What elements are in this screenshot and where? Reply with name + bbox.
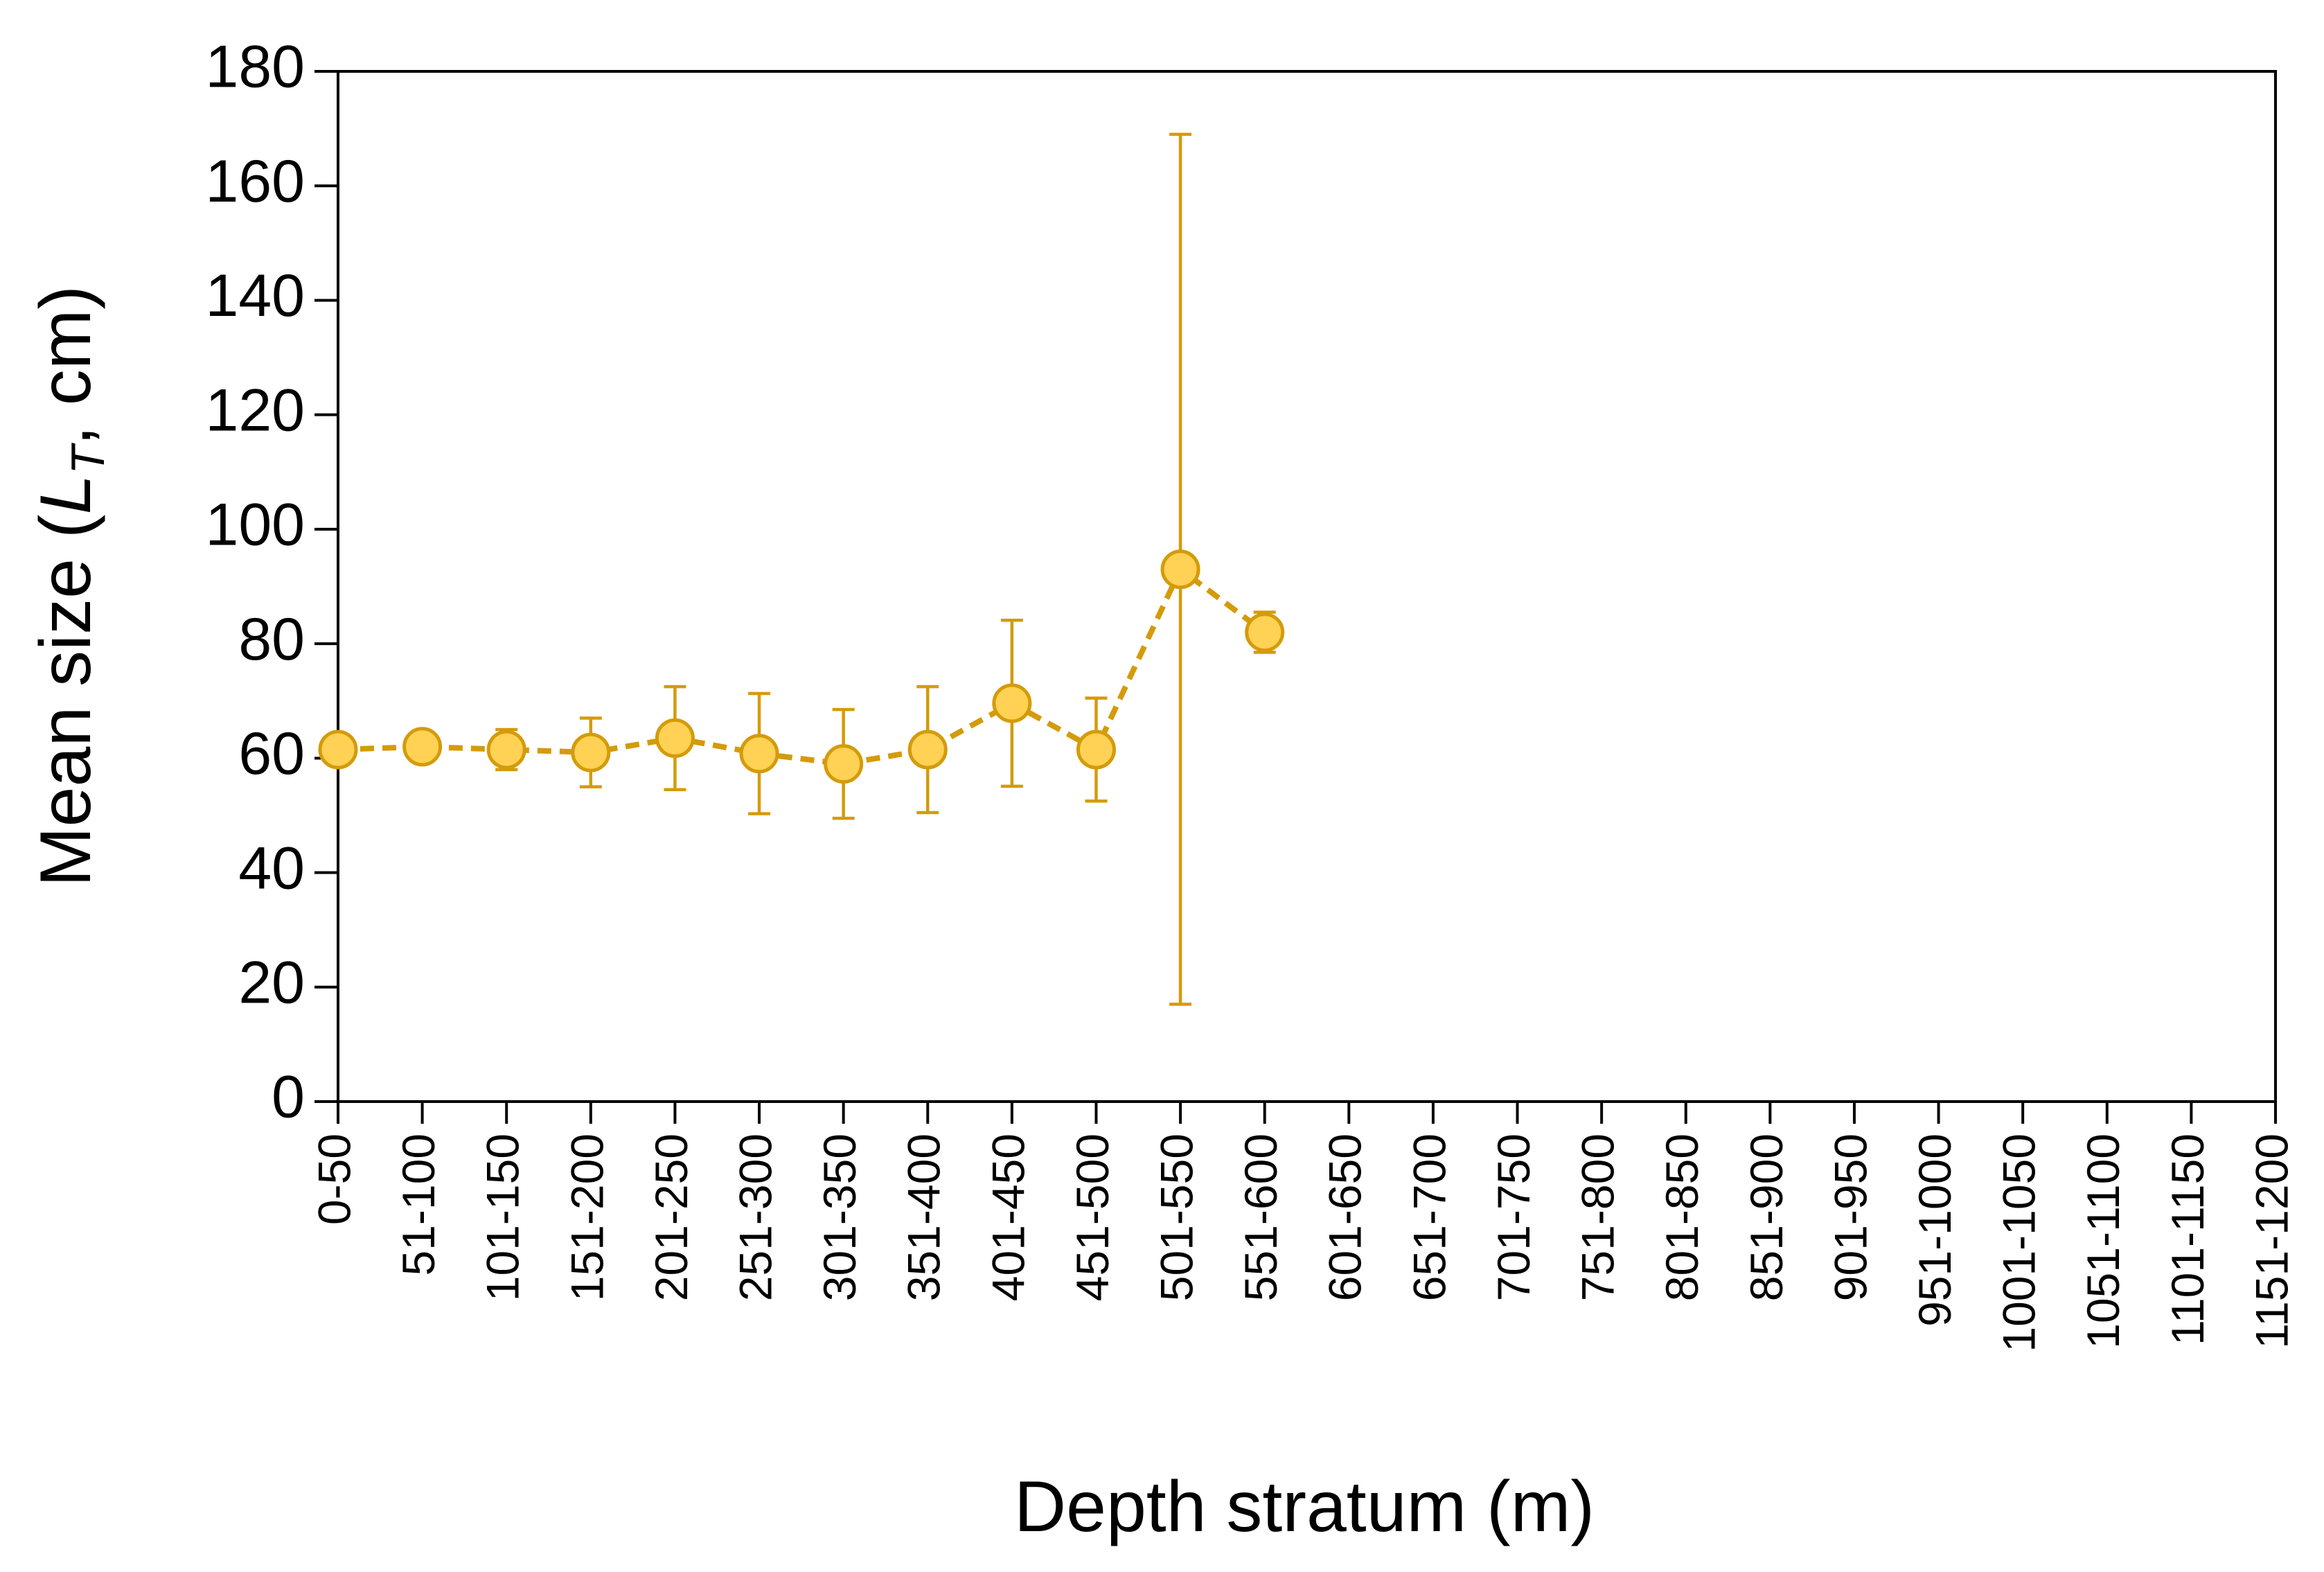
x-tick-label: 951-1000	[1909, 1133, 1960, 1327]
x-tick-label: 401-450	[982, 1133, 1034, 1301]
x-tick-label: 1051-1100	[2077, 1133, 2129, 1349]
y-title-part: T	[62, 443, 114, 475]
marker	[1076, 730, 1116, 770]
x-tick-label: 651-700	[1403, 1133, 1455, 1301]
x-tick-label: 551-600	[1235, 1133, 1286, 1301]
marker	[571, 732, 611, 772]
marker	[1160, 549, 1200, 590]
y-title-part: , cm)	[26, 285, 106, 445]
marker	[907, 730, 948, 770]
y-tick-label: 80	[238, 606, 305, 673]
x-tick-label: 701-750	[1488, 1133, 1539, 1301]
x-tick-label: 351-400	[898, 1133, 950, 1301]
marker	[402, 727, 443, 767]
y-axis-title: Mean size (LT, cm)	[26, 285, 114, 887]
x-tick-label: 1151-1200	[2246, 1133, 2297, 1349]
marker	[739, 734, 779, 774]
x-axis-title: Depth stratum (m)	[1014, 1467, 1595, 1547]
marker	[1245, 612, 1285, 653]
x-tick-label: 801-850	[1656, 1133, 1707, 1301]
marker	[318, 730, 358, 770]
y-tick-label: 40	[238, 835, 305, 901]
x-tick-label: 1001-1050	[1994, 1133, 2045, 1352]
x-tick-label: 151-200	[561, 1133, 612, 1301]
y-title-part: Mean size (	[26, 514, 106, 887]
x-tick-label: 101-150	[477, 1133, 529, 1301]
x-tick-label: 201-250	[646, 1133, 697, 1301]
marker	[992, 683, 1032, 723]
x-tick-label: 751-800	[1572, 1133, 1624, 1301]
marker	[486, 730, 526, 770]
x-tick-label: 901-950	[1825, 1133, 1876, 1301]
series-line	[337, 565, 1267, 767]
y-tick-label: 120	[206, 377, 305, 443]
y-tick-label: 100	[206, 492, 305, 558]
y-tick-label: 160	[206, 148, 305, 215]
x-tick-label: 851-900	[1741, 1133, 1792, 1301]
y-tick-label: 60	[238, 721, 305, 787]
y-tick-label: 20	[238, 949, 305, 1016]
y-tick-label: 140	[206, 263, 305, 329]
x-tick-label: 0-50	[308, 1133, 360, 1225]
x-tick-label: 451-500	[1067, 1133, 1118, 1301]
x-tick-label: 51-100	[393, 1133, 444, 1276]
marker	[824, 744, 864, 784]
x-tick-label: 1101-1150	[2162, 1133, 2213, 1345]
x-tick-label: 251-300	[729, 1133, 781, 1301]
x-tick-label: 301-350	[814, 1133, 865, 1301]
y-tick-label: 0	[272, 1064, 305, 1131]
y-title-part: L	[26, 475, 106, 515]
x-tick-label: 601-650	[1320, 1133, 1371, 1301]
marker	[655, 718, 695, 758]
plot-frame	[337, 70, 2277, 1103]
y-tick-label: 180	[206, 34, 305, 100]
x-tick-label: 501-550	[1151, 1133, 1203, 1301]
